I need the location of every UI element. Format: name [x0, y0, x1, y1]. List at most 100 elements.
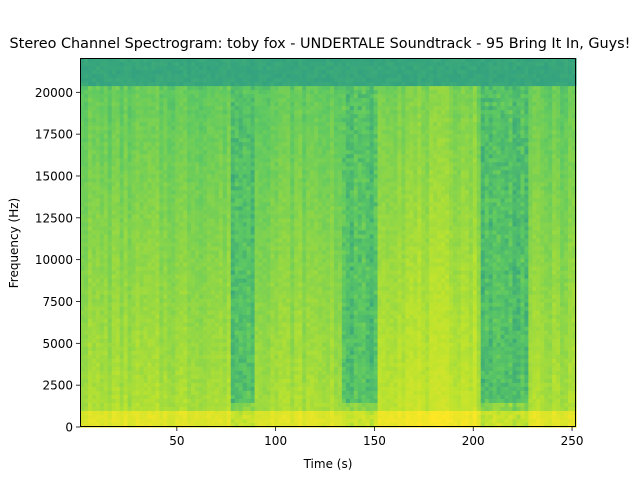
spectrogram-cell — [123, 74, 129, 79]
spectrogram-cell — [83, 114, 89, 119]
spectrogram-cell — [155, 366, 160, 372]
spectrogram-cell — [183, 278, 188, 284]
spectrogram-cell — [95, 402, 101, 408]
spectrogram-cell — [195, 338, 200, 344]
spectrogram-cell — [131, 98, 137, 103]
spectrogram-cell — [135, 198, 141, 203]
spectrogram-cell — [127, 206, 133, 212]
spectrogram-cell — [183, 226, 188, 232]
spectrogram-cell — [147, 262, 153, 268]
spectrogram-cell — [91, 318, 97, 324]
spectrogram-cell — [103, 370, 109, 376]
spectrogram-cell — [250, 358, 256, 364]
spectrogram-cell — [226, 310, 232, 316]
spectrogram-cell — [171, 258, 176, 264]
spectrogram-cell — [214, 194, 220, 199]
spectrogram-cell — [191, 150, 196, 155]
spectrogram-cell — [270, 386, 276, 392]
spectrogram-cell — [131, 102, 137, 107]
spectrogram-cell — [147, 174, 153, 179]
spectrogram-cell — [163, 226, 168, 232]
spectrogram-cell — [183, 118, 188, 123]
spectrogram-cell — [206, 210, 212, 216]
spectrogram-cell — [290, 202, 295, 207]
spectrogram-cell — [210, 154, 216, 159]
spectrogram-cell — [234, 390, 240, 396]
spectrogram-cell — [210, 362, 216, 368]
spectrogram-cell — [175, 66, 180, 71]
spectrogram-cell — [238, 178, 244, 183]
spectrogram-cell — [151, 170, 156, 175]
spectrogram-cell — [195, 134, 200, 139]
spectrogram-cell — [147, 418, 153, 424]
spectrogram-cell — [155, 402, 160, 408]
spectrogram-cell — [274, 90, 279, 95]
spectrogram-cell — [210, 150, 216, 155]
spectrogram-cell — [107, 302, 113, 308]
spectrogram-cell — [107, 382, 113, 388]
spectrogram-cell — [282, 298, 287, 304]
spectrogram-cell — [111, 86, 117, 91]
spectrogram-cell — [155, 182, 160, 187]
spectrogram-cell — [107, 106, 113, 111]
spectrogram-cell — [191, 310, 196, 316]
spectrogram-cell — [258, 214, 264, 220]
spectrogram-cell — [87, 230, 93, 236]
spectrogram-cell — [139, 106, 145, 111]
spectrogram-cell — [234, 118, 240, 123]
spectrogram-cell — [103, 330, 109, 336]
spectrogram-cell — [119, 414, 125, 420]
spectrogram-cell — [131, 322, 137, 328]
spectrogram-cell — [290, 294, 295, 300]
spectrogram-cell — [270, 66, 276, 71]
spectrogram-cell — [278, 246, 283, 252]
spectrogram-cell — [171, 242, 176, 248]
spectrogram-cell — [218, 238, 224, 244]
spectrogram-cell — [258, 346, 264, 352]
spectrogram-cell — [183, 390, 188, 396]
spectrogram-cell — [171, 134, 176, 139]
spectrogram-cell — [139, 230, 145, 236]
spectrogram-cell — [222, 286, 228, 292]
spectrogram-cell — [270, 290, 276, 296]
spectrogram-cell — [206, 410, 212, 416]
spectrogram-cell — [234, 262, 240, 268]
spectrogram-cell — [282, 214, 287, 220]
spectrogram-cell — [83, 262, 89, 268]
spectrogram-cell — [143, 294, 149, 300]
spectrogram-cell — [163, 230, 168, 236]
spectrogram-cell — [250, 298, 256, 304]
spectrogram-cell — [258, 170, 264, 175]
spectrogram-cell — [95, 406, 101, 412]
spectrogram-cell — [210, 266, 216, 272]
spectrogram-cell — [210, 382, 216, 388]
spectrogram-cell — [210, 166, 216, 171]
spectrogram-cell — [242, 374, 248, 380]
spectrogram-cell — [187, 218, 192, 224]
spectrogram-cell — [91, 102, 97, 107]
spectrogram-cell — [123, 422, 129, 428]
spectrogram-cell — [266, 66, 272, 71]
spectrogram-cell — [179, 206, 184, 212]
spectrogram-cell — [195, 282, 200, 288]
spectrogram-cell — [147, 394, 153, 400]
spectrogram-cell — [294, 150, 299, 155]
spectrogram-cell — [171, 82, 176, 87]
spectrogram-cell — [155, 338, 160, 344]
spectrogram-cell — [103, 274, 109, 280]
spectrogram-cell — [95, 170, 101, 175]
spectrogram-cell — [143, 186, 149, 191]
spectrogram-cell — [290, 118, 295, 123]
spectrogram-cell — [80, 406, 85, 412]
spectrogram-cell — [226, 294, 232, 300]
spectrogram-cell — [143, 298, 149, 304]
spectrogram-cell — [151, 374, 156, 380]
spectrogram-cell — [159, 158, 164, 163]
spectrogram-cell — [163, 390, 168, 396]
spectrogram-cell — [115, 166, 121, 171]
spectrogram-cell — [80, 322, 85, 328]
spectrogram-cell — [230, 122, 236, 127]
spectrogram-cell — [218, 102, 224, 107]
spectrogram-cell — [214, 74, 220, 79]
spectrogram-cell — [171, 342, 176, 348]
